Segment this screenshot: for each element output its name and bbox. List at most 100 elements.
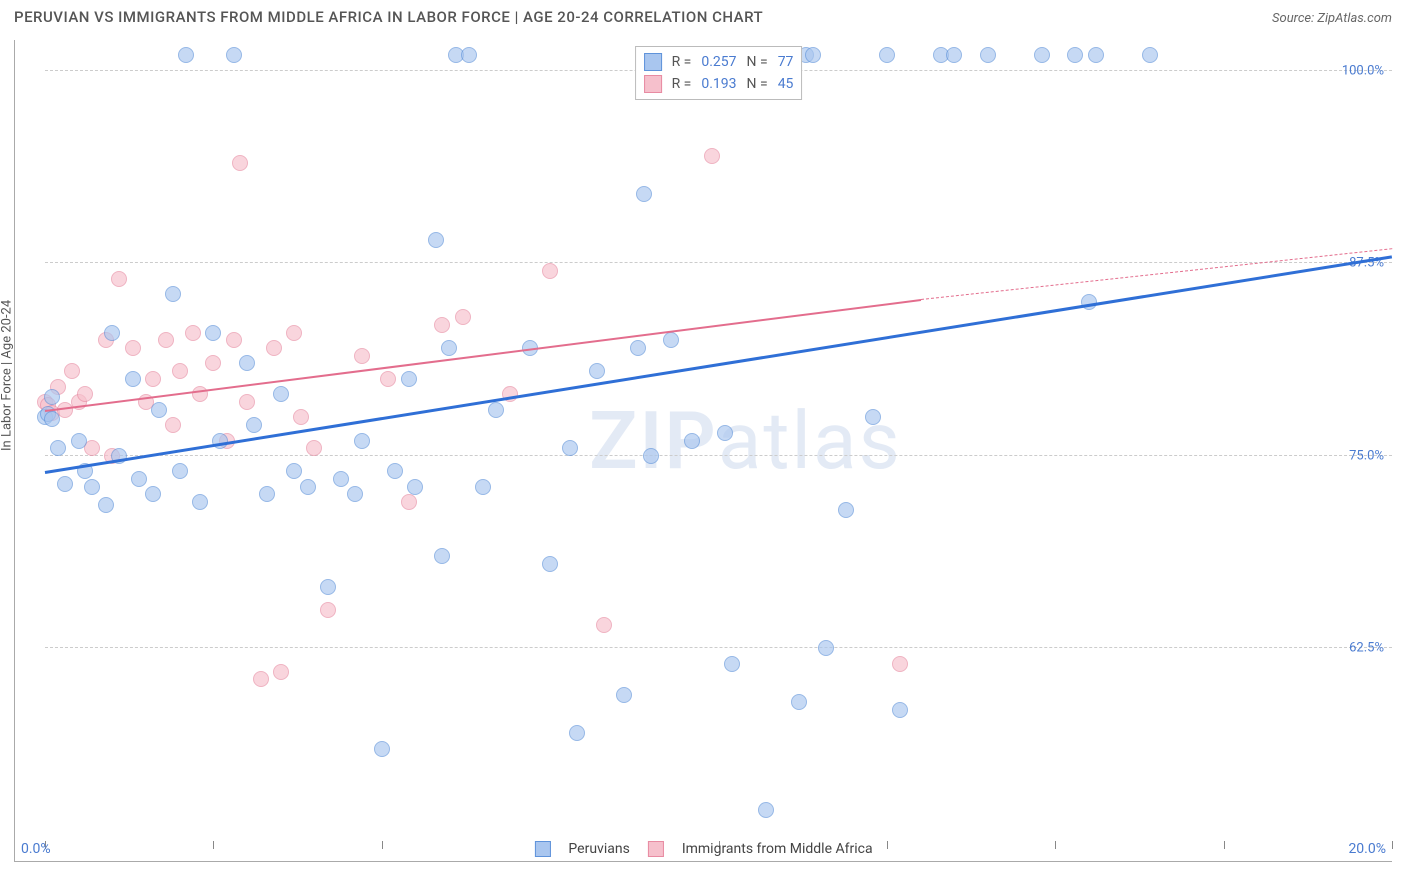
- data-point: [226, 47, 242, 63]
- r-value-1: 0.193: [701, 76, 736, 92]
- data-point: [542, 263, 558, 279]
- data-point: [354, 433, 370, 449]
- data-point: [428, 232, 444, 248]
- data-point: [354, 348, 370, 364]
- data-point: [205, 355, 221, 371]
- y-tick-label: 62.5%: [1349, 641, 1384, 656]
- x-axis-min-label: 0.0%: [21, 841, 51, 857]
- data-point: [259, 486, 275, 502]
- data-point: [347, 486, 363, 502]
- watermark: ZIPatlas: [589, 394, 902, 488]
- data-point: [838, 502, 854, 518]
- data-point: [865, 409, 881, 425]
- data-point: [104, 325, 120, 341]
- data-point: [253, 671, 269, 687]
- data-point: [596, 617, 612, 633]
- legend-bottom-swatch-0: [534, 841, 550, 857]
- data-point: [684, 433, 700, 449]
- data-point: [320, 579, 336, 595]
- data-point: [71, 433, 87, 449]
- r-label-0: R =: [672, 54, 692, 70]
- data-point: [380, 371, 396, 387]
- legend-swatch-series-1: [644, 75, 662, 93]
- data-point: [111, 271, 127, 287]
- data-point: [77, 386, 93, 402]
- data-point: [145, 371, 161, 387]
- data-point: [636, 186, 652, 202]
- data-point: [185, 325, 201, 341]
- data-point: [542, 556, 558, 572]
- data-point: [455, 309, 471, 325]
- legend-stats: R = 0.257 N = 77 R = 0.193 N = 45: [635, 46, 803, 100]
- data-point: [306, 440, 322, 456]
- data-point: [178, 47, 194, 63]
- data-point: [273, 664, 289, 680]
- data-point: [717, 425, 733, 441]
- plot-region: ZIPatlas R = 0.257 N = 77 R = 0.193 N = …: [45, 40, 1392, 841]
- data-point: [879, 47, 895, 63]
- data-point: [266, 340, 282, 356]
- data-point: [151, 402, 167, 418]
- data-point: [946, 47, 962, 63]
- data-point: [125, 340, 141, 356]
- data-point: [407, 479, 423, 495]
- data-point: [273, 386, 289, 402]
- r-value-0: 0.257: [701, 54, 736, 70]
- data-point: [818, 640, 834, 656]
- data-point: [44, 389, 60, 405]
- trend-line: [45, 299, 921, 412]
- data-point: [320, 602, 336, 618]
- data-point: [165, 417, 181, 433]
- data-point: [1142, 47, 1158, 63]
- x-tick: [382, 841, 383, 849]
- data-point: [461, 47, 477, 63]
- x-tick: [213, 841, 214, 849]
- data-point: [172, 463, 188, 479]
- data-point: [333, 471, 349, 487]
- data-point: [84, 440, 100, 456]
- data-point: [50, 440, 66, 456]
- x-tick: [887, 841, 888, 849]
- data-point: [239, 394, 255, 410]
- chart-title: PERUVIAN VS IMMIGRANTS FROM MIDDLE AFRIC…: [14, 8, 763, 26]
- data-point: [441, 340, 457, 356]
- chart-area: In Labor Force | Age 20-24 ZIPatlas R = …: [14, 40, 1392, 862]
- gridline-h: [45, 647, 1392, 648]
- data-point: [643, 448, 659, 464]
- data-point: [387, 463, 403, 479]
- data-point: [1088, 47, 1104, 63]
- data-point: [145, 486, 161, 502]
- data-point: [569, 725, 585, 741]
- data-point: [44, 411, 60, 427]
- x-tick: [1055, 841, 1056, 849]
- data-point: [589, 363, 605, 379]
- y-axis-label: In Labor Force | Age 20-24: [0, 299, 15, 450]
- data-point: [286, 325, 302, 341]
- legend-bottom-swatch-1: [648, 841, 664, 857]
- data-point: [980, 47, 996, 63]
- gridline-h: [45, 262, 1392, 263]
- data-point: [192, 494, 208, 510]
- legend-bottom: Peruvians Immigrants from Middle Africa: [534, 841, 872, 857]
- data-point: [401, 494, 417, 510]
- data-point: [98, 497, 114, 513]
- data-point: [158, 332, 174, 348]
- data-point: [892, 702, 908, 718]
- data-point: [125, 371, 141, 387]
- data-point: [1034, 47, 1050, 63]
- data-point: [488, 402, 504, 418]
- data-point: [475, 479, 491, 495]
- data-point: [239, 355, 255, 371]
- data-point: [232, 155, 248, 171]
- data-point: [286, 463, 302, 479]
- data-point: [246, 417, 262, 433]
- legend-bottom-label-0: Peruvians: [568, 841, 629, 857]
- n-label-1: N =: [747, 76, 768, 92]
- data-point: [892, 656, 908, 672]
- data-point: [64, 363, 80, 379]
- data-point: [562, 440, 578, 456]
- data-point: [401, 371, 417, 387]
- data-point: [805, 47, 821, 63]
- data-point: [84, 479, 100, 495]
- source-attribution: Source: ZipAtlas.com: [1272, 11, 1392, 26]
